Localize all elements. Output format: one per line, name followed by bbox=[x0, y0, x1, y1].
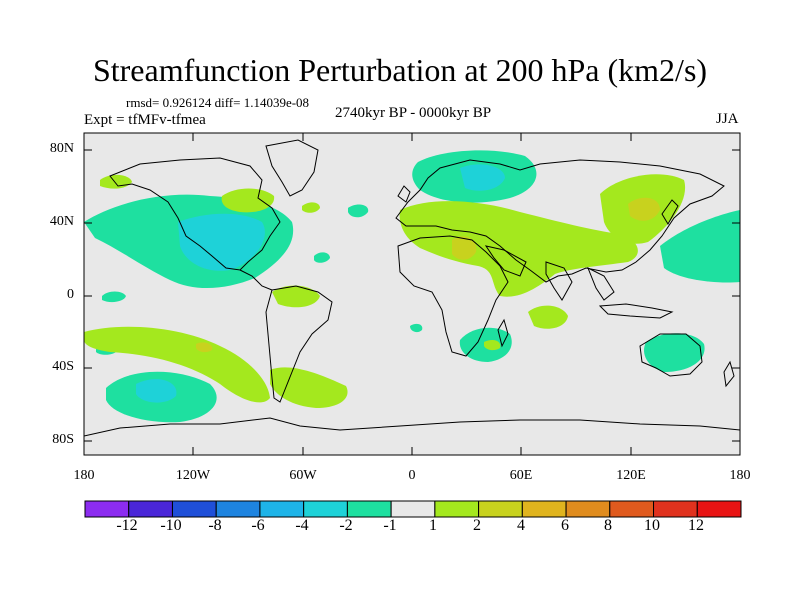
colorbar-label: -10 bbox=[160, 517, 182, 534]
colorbar bbox=[84, 500, 742, 518]
colorbar-box bbox=[215, 500, 261, 518]
contour-fill-layer bbox=[84, 150, 740, 423]
y-tick-label: 0 bbox=[67, 287, 74, 302]
period-label: 2740kyr BP - 0000kyr BP bbox=[334, 105, 492, 121]
y-tick-label: 40N bbox=[49, 214, 74, 229]
contour-pos-spac-core bbox=[196, 342, 213, 353]
y-tick-label: 40S bbox=[52, 359, 74, 374]
coast-africa bbox=[397, 235, 509, 357]
x-tick-label: 60E bbox=[509, 468, 533, 483]
x-tick-label: 180 bbox=[73, 468, 95, 483]
coast-uk bbox=[397, 185, 411, 203]
contour-neg-small3 bbox=[410, 323, 423, 333]
colorbar-label: -12 bbox=[116, 517, 138, 534]
colorbar-label: 6 bbox=[561, 517, 569, 534]
colorbar-box bbox=[303, 500, 348, 518]
coast-greenland bbox=[265, 139, 319, 197]
contour-neg-aus bbox=[644, 333, 705, 372]
map-title: Streamfunction Perturbation at 200 hPa (… bbox=[92, 52, 708, 88]
colorbar-label: -2 bbox=[339, 517, 353, 534]
contour-pos-ind bbox=[528, 305, 568, 329]
colorbar-label: -6 bbox=[251, 517, 265, 534]
contour-neg-small5 bbox=[348, 204, 369, 218]
coast-australia bbox=[639, 333, 703, 377]
coastline-layer bbox=[84, 139, 740, 437]
colorbar-box bbox=[565, 500, 611, 518]
contour-neg-spac-core bbox=[136, 379, 177, 403]
x-tick-label: 180 bbox=[729, 468, 751, 483]
coast-india bbox=[545, 261, 573, 301]
x-tick-label: 0 bbox=[408, 468, 416, 483]
contour-neg-npac bbox=[660, 210, 740, 283]
x-tick-label: 120E bbox=[616, 468, 646, 483]
contour-neg-na-core bbox=[178, 213, 265, 271]
tick-marks bbox=[84, 133, 740, 455]
x-tick-label: 60W bbox=[289, 468, 317, 483]
coast-central-america bbox=[239, 269, 273, 291]
contour-neg-small4 bbox=[314, 252, 330, 263]
contour-pos-eurasia-core bbox=[452, 236, 477, 260]
colorbar-label: 8 bbox=[604, 517, 612, 534]
colorbar-label: 2 bbox=[473, 517, 481, 534]
contour-pos-natl bbox=[221, 188, 275, 213]
contour-pos-small2 bbox=[484, 340, 501, 351]
x-tick-label: 120W bbox=[175, 468, 211, 483]
contour-pos-tropatl bbox=[272, 285, 320, 308]
contour-pos-spac bbox=[84, 326, 270, 403]
y-tick-label: 80N bbox=[49, 141, 74, 156]
colorbar-label: 12 bbox=[688, 517, 704, 534]
colorbar-label: -1 bbox=[383, 517, 397, 534]
colorbar-label: 4 bbox=[517, 517, 525, 534]
coast-arabia bbox=[484, 245, 527, 277]
coast-north-america bbox=[109, 157, 281, 271]
contour-pos-easia-core bbox=[628, 197, 660, 221]
coast-antarctica bbox=[84, 417, 740, 437]
colorbar-box bbox=[609, 500, 655, 518]
colorbar-box bbox=[84, 500, 130, 518]
colorbar-box bbox=[171, 500, 217, 518]
contour-pos-eurasia bbox=[399, 201, 638, 297]
season-label: JJA bbox=[716, 111, 739, 127]
colorbar-box bbox=[653, 500, 698, 518]
y-tick-label: 80S bbox=[52, 432, 74, 447]
coast-se-asia bbox=[587, 266, 615, 301]
colorbar-box bbox=[259, 500, 305, 518]
coast-nz bbox=[723, 360, 735, 388]
colorbar-label: -4 bbox=[295, 517, 309, 534]
contour-neg-small1 bbox=[102, 291, 126, 303]
coast-japan bbox=[661, 199, 679, 225]
colorbar-box bbox=[478, 500, 523, 518]
contour-pos-small1 bbox=[302, 202, 320, 213]
colorbar-box bbox=[696, 500, 742, 518]
colorbar-box bbox=[434, 500, 480, 518]
experiment-label: Expt = tfMFv-tfmea bbox=[84, 112, 206, 128]
contour-neg-scand-core bbox=[460, 164, 505, 191]
colorbar-box bbox=[128, 500, 173, 518]
colorbar-label: 1 bbox=[429, 517, 437, 534]
stats-text: rmsd= 0.926124 diff= 1.14039e-08 bbox=[126, 95, 310, 110]
coast-south-america bbox=[265, 285, 333, 403]
coast-indonesia bbox=[598, 303, 674, 319]
colorbar-label: -8 bbox=[208, 517, 222, 534]
coast-madagascar bbox=[497, 318, 509, 348]
colorbar-box bbox=[390, 500, 436, 518]
colorbar-box bbox=[346, 500, 392, 518]
colorbar-box bbox=[521, 500, 567, 518]
coast-europe bbox=[395, 159, 725, 283]
colorbar-label: 10 bbox=[644, 517, 660, 534]
